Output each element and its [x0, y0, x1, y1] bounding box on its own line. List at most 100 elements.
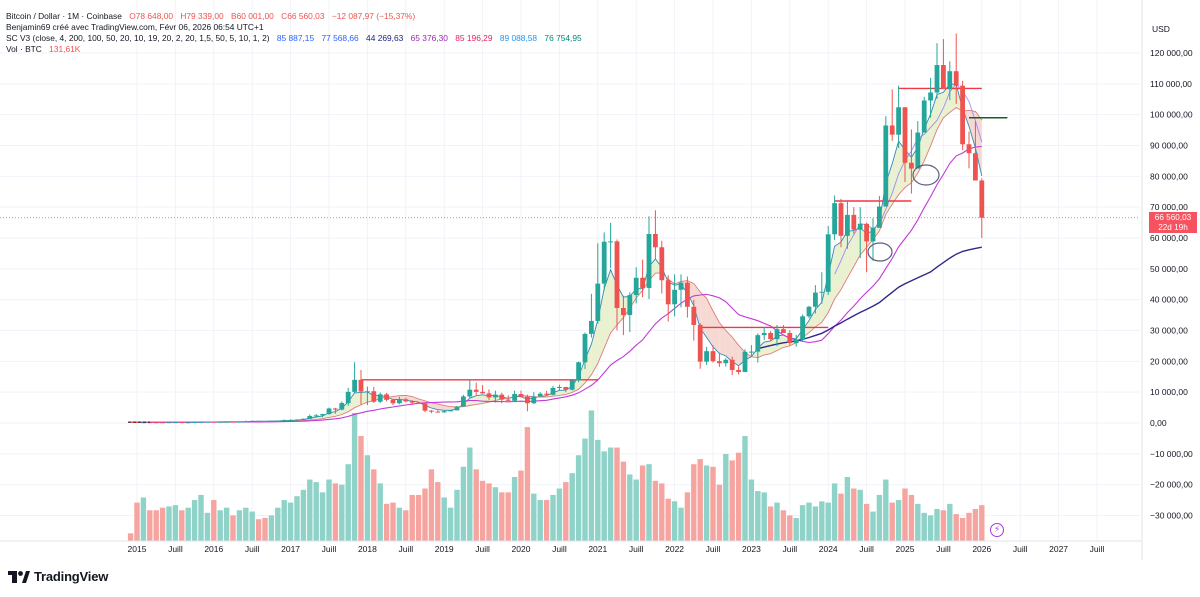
- volume-bar: [915, 503, 921, 541]
- candle-body: [691, 306, 697, 325]
- lightning-icon[interactable]: ⚡: [990, 523, 1004, 537]
- candle-body: [749, 351, 754, 353]
- volume-bar: [844, 477, 851, 541]
- time-tick-label: 2021: [588, 544, 607, 554]
- candle-body: [339, 403, 345, 410]
- candle-body: [288, 420, 293, 422]
- price-tick-label: 10 000,00: [1150, 387, 1188, 397]
- volume-bar: [185, 507, 191, 541]
- volume-bar: [307, 479, 313, 541]
- ma-ribbon-segment: [361, 391, 368, 405]
- price-tick-label: 80 000,00: [1150, 171, 1188, 181]
- volume-bar: [236, 510, 243, 541]
- candle-body: [448, 410, 453, 412]
- candle-body: [646, 233, 652, 288]
- volume-bar: [908, 494, 915, 541]
- candle-body: [294, 419, 300, 421]
- volume-bar: [563, 482, 569, 541]
- candle-body: [889, 125, 895, 135]
- volume-bar: [691, 464, 697, 541]
- volume-bar: [614, 447, 620, 541]
- volume-bar: [147, 510, 153, 541]
- volume-bar: [537, 500, 543, 541]
- time-tick-label: Juill: [706, 544, 721, 554]
- volume-bar: [748, 479, 755, 541]
- volume-bar: [710, 466, 716, 541]
- candle-body: [717, 361, 722, 364]
- candle-body: [237, 421, 242, 423]
- volume-bar: [454, 489, 460, 541]
- candle-body: [915, 132, 921, 169]
- volume-bar: [595, 439, 601, 541]
- ma-ribbon-segment: [335, 408, 342, 417]
- ma-ribbon-segment: [348, 392, 355, 412]
- ma-ribbon-segment: [757, 342, 765, 358]
- volume-bar: [569, 473, 575, 541]
- volume-bar: [767, 506, 774, 541]
- candle-body: [755, 335, 761, 352]
- tradingview-icon: [8, 570, 30, 583]
- candle-body: [467, 389, 473, 397]
- candle-body: [301, 418, 306, 420]
- volume-label: Vol · BTC: [6, 44, 42, 54]
- volume-bar: [646, 464, 652, 541]
- indicator-value-7: 76 754,95: [544, 33, 582, 43]
- volume-bar: [831, 483, 838, 541]
- candle-body: [659, 247, 665, 281]
- candle-body: [761, 332, 767, 336]
- candle-body: [947, 71, 953, 90]
- currency-label[interactable]: USD: [1152, 24, 1170, 34]
- candle-body: [371, 391, 377, 402]
- candle-body: [921, 100, 927, 133]
- indicator-legend[interactable]: SC V3 (close, 4, 200, 100, 50, 20, 10, 1…: [6, 33, 587, 43]
- indicator-value-3: 44 269,63: [366, 33, 404, 43]
- candle-body: [416, 402, 421, 404]
- volume-bar: [159, 507, 166, 541]
- volume-bar: [755, 491, 761, 541]
- volume-bar: [518, 470, 524, 541]
- candle-body: [742, 351, 748, 372]
- candle-body: [249, 420, 255, 422]
- volume-bar: [460, 466, 467, 541]
- candle-body: [518, 394, 524, 397]
- volume-bar: [422, 488, 428, 541]
- tradingview-logo[interactable]: TradingView: [8, 569, 108, 584]
- candle-body: [729, 359, 735, 370]
- candle-body: [441, 411, 447, 413]
- volume-bar: [403, 510, 409, 541]
- volume-bar: [607, 447, 614, 541]
- volume-bar: [339, 484, 345, 541]
- volume-bar: [575, 455, 582, 541]
- volume-bar: [652, 480, 659, 541]
- ohlc-change: −12 087,97 (−15,37%): [331, 11, 416, 21]
- candle-body: [966, 144, 972, 154]
- candle-body: [550, 388, 556, 395]
- volume-legend[interactable]: Vol · BTC 131,61K: [6, 44, 85, 54]
- volume-bar: [243, 507, 249, 541]
- candle-body: [256, 420, 261, 422]
- candle-body: [857, 223, 863, 230]
- symbol-legend[interactable]: Benjamin69 créé avec TradingView.com, Fé…: [6, 22, 269, 32]
- candle-body: [601, 241, 607, 284]
- candle-body: [473, 389, 479, 392]
- volume-bar: [492, 487, 499, 541]
- volume-bar: [371, 469, 377, 541]
- volume-bar: [787, 515, 793, 541]
- volume-bar: [524, 427, 531, 541]
- volume-bar: [671, 501, 678, 541]
- candle-body: [896, 107, 901, 135]
- circle-annotation: [867, 242, 893, 262]
- volume-bar: [166, 506, 172, 541]
- horizontal-levels: [361, 87, 1008, 381]
- time-tick-label: Juill: [936, 544, 951, 554]
- indicator-value-2: 77 568,66: [321, 33, 359, 43]
- volume-bar: [499, 492, 505, 541]
- ohlc-high: H79 339,00: [180, 11, 224, 21]
- time-tick-label: 2022: [665, 544, 684, 554]
- candle-body: [307, 415, 313, 419]
- time-tick-label: Juill: [859, 544, 874, 554]
- candle-body: [409, 401, 415, 403]
- candle-body: [582, 333, 588, 363]
- time-tick-label: 2023: [742, 544, 761, 554]
